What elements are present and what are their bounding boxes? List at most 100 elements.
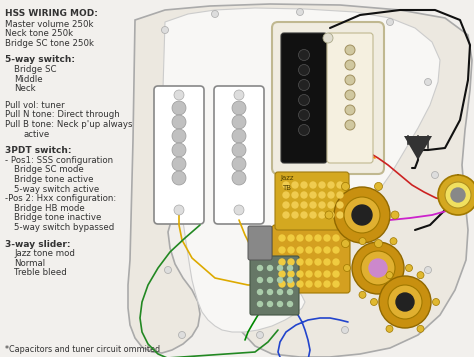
Circle shape [328,212,334,218]
Circle shape [257,277,263,282]
Circle shape [371,298,377,306]
Circle shape [438,175,474,215]
Text: Pull N tone: Direct through: Pull N tone: Direct through [5,110,119,119]
Circle shape [333,281,339,287]
Circle shape [172,115,186,129]
Text: 5-way switch bypassed: 5-way switch bypassed [14,223,114,232]
Circle shape [267,290,273,295]
Circle shape [256,332,264,338]
Text: Bridge tone inactive: Bridge tone inactive [14,213,101,222]
Circle shape [172,157,186,171]
Circle shape [288,247,294,253]
Circle shape [211,10,219,17]
Circle shape [279,235,285,241]
Circle shape [297,271,303,277]
Circle shape [361,251,395,285]
Text: Normal: Normal [14,259,46,268]
Circle shape [297,9,303,15]
Text: Treble bleed: Treble bleed [14,268,67,277]
Circle shape [341,240,349,247]
Circle shape [306,271,312,277]
Circle shape [283,202,289,208]
Circle shape [306,259,312,265]
Text: Master volume 250k: Master volume 250k [5,20,93,29]
Circle shape [344,265,350,272]
Circle shape [301,192,307,198]
Text: Pull vol: tuner: Pull vol: tuner [5,101,64,110]
Circle shape [323,33,333,43]
Circle shape [288,259,294,265]
Circle shape [315,235,321,241]
Circle shape [277,266,283,271]
FancyBboxPatch shape [154,86,204,224]
Circle shape [257,266,263,271]
Circle shape [333,247,339,253]
Circle shape [432,298,439,306]
Circle shape [299,50,310,60]
Circle shape [319,192,325,198]
Circle shape [306,247,312,253]
Circle shape [337,212,343,218]
Circle shape [306,281,312,287]
Circle shape [345,90,355,100]
Circle shape [386,19,393,25]
Circle shape [319,212,325,218]
Circle shape [267,266,273,271]
Text: 5-way switch:: 5-way switch: [5,55,75,64]
Circle shape [172,129,186,143]
Circle shape [337,192,343,198]
Circle shape [337,182,343,188]
Circle shape [344,197,380,233]
Circle shape [277,277,283,282]
Circle shape [328,192,334,198]
Circle shape [445,182,471,208]
Circle shape [234,90,244,100]
Circle shape [396,293,414,311]
Circle shape [310,182,316,188]
Circle shape [417,325,424,332]
Circle shape [174,90,184,100]
Circle shape [337,202,343,208]
Circle shape [292,192,298,198]
Circle shape [232,171,246,185]
Circle shape [267,277,273,282]
Circle shape [292,212,298,218]
FancyBboxPatch shape [248,226,272,260]
Circle shape [297,281,303,287]
FancyBboxPatch shape [250,256,299,315]
Text: Bridge SC: Bridge SC [14,65,57,74]
Circle shape [324,281,330,287]
Circle shape [267,302,273,307]
Circle shape [334,187,390,243]
Circle shape [345,75,355,85]
Text: TB: TB [282,185,291,191]
Text: Bridge SC mode: Bridge SC mode [14,165,84,174]
Circle shape [172,171,186,185]
Text: *Capacitors and tuner circuit ommited: *Capacitors and tuner circuit ommited [5,345,160,353]
Circle shape [232,115,246,129]
Circle shape [299,65,310,75]
Circle shape [299,125,310,136]
Circle shape [319,202,325,208]
Text: Middle: Middle [14,75,43,84]
FancyBboxPatch shape [275,172,349,230]
Circle shape [359,291,366,298]
Text: Pull B tone: Neck p'up always: Pull B tone: Neck p'up always [5,120,132,129]
Circle shape [386,325,393,332]
Text: Neck tone 250k: Neck tone 250k [5,29,73,38]
Circle shape [179,332,185,338]
Text: active: active [24,130,50,139]
Text: Jazz: Jazz [280,175,293,181]
Circle shape [374,182,383,190]
Circle shape [345,120,355,130]
Circle shape [315,259,321,265]
Circle shape [288,302,292,307]
Circle shape [451,188,465,202]
Circle shape [341,182,349,190]
Circle shape [345,45,355,55]
Circle shape [425,266,431,273]
Circle shape [324,247,330,253]
Circle shape [288,290,292,295]
Circle shape [359,238,366,245]
FancyBboxPatch shape [327,33,373,163]
